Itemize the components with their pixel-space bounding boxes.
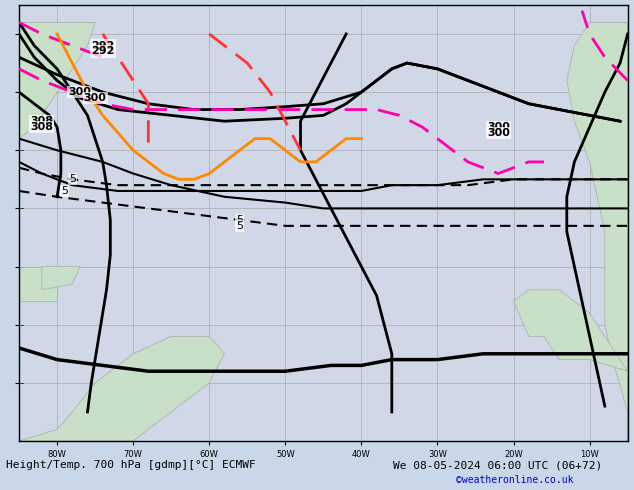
Text: Height/Temp. 700 hPa [gdmp][°C] ECMWF: Height/Temp. 700 hPa [gdmp][°C] ECMWF [6,461,256,470]
Text: 300: 300 [487,128,510,138]
Text: 300: 300 [487,122,510,132]
Text: 5: 5 [236,215,243,225]
Text: 308: 308 [30,116,53,126]
Text: 5: 5 [236,221,243,231]
Polygon shape [514,290,628,371]
Polygon shape [19,23,95,139]
Text: 300: 300 [68,87,91,97]
Text: 292: 292 [91,41,114,50]
Text: 5: 5 [61,186,68,196]
Polygon shape [42,267,80,290]
Text: We 08-05-2024 06:00 UTC (06+72): We 08-05-2024 06:00 UTC (06+72) [393,461,602,470]
Polygon shape [19,336,224,441]
Text: 308: 308 [30,122,53,132]
Polygon shape [567,23,628,441]
Text: ©weatheronline.co.uk: ©weatheronline.co.uk [456,475,574,485]
Text: 292: 292 [91,47,114,56]
Text: 5: 5 [68,174,76,184]
Polygon shape [19,267,57,301]
Text: 300: 300 [84,93,107,103]
